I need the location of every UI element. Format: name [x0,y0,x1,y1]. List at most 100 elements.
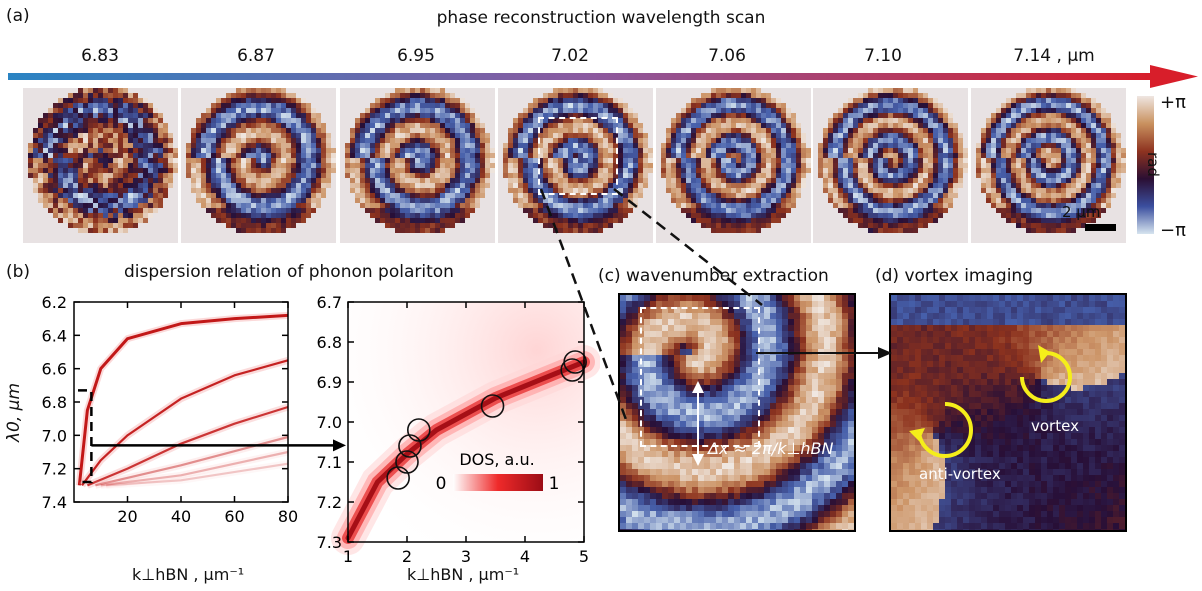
phase-pixel [878,168,883,173]
phase-pixel [928,198,933,203]
phase-pixel [1046,158,1051,163]
phase-pixel [480,148,485,153]
phase-pixel [1081,178,1086,183]
phase-pixel [1036,213,1041,218]
phase-pixel [301,138,306,143]
phase-pixel [385,133,390,138]
phase-pixel [913,228,918,233]
phase-pixel [420,143,425,148]
phase-pixel [123,143,128,148]
phase-pixel [68,158,73,163]
phase-pixel [385,98,390,103]
phase-pixel [236,133,241,138]
phase-pixel [321,123,326,128]
phase-pixel [538,168,543,173]
phase-pixel [63,203,68,208]
phase-pixel [1051,183,1056,188]
phase-pixel [766,128,771,133]
phase-pixel [686,203,691,208]
phase-pixel [863,93,868,98]
phase-pixel [68,148,73,153]
phase-pixel [603,168,608,173]
phase-pixel [746,143,751,148]
phase-pixel [888,103,893,108]
phase-pixel [231,168,236,173]
phase-pixel [888,178,893,183]
phase-pixel [133,203,138,208]
phase-pixel [465,123,470,128]
phase-pixel [276,183,281,188]
phase-pixel [613,123,618,128]
phase-pixel [241,148,246,153]
phase-pixel [1091,148,1096,153]
phase-pixel [420,98,425,103]
phase-pixel [455,108,460,113]
phase-pixel [445,118,450,123]
phase-pixel [568,88,573,93]
phase-pixel [756,218,761,223]
phase-pixel [455,218,460,223]
phase-pixel [63,123,68,128]
phase-pixel [231,193,236,198]
phase-pixel [716,93,721,98]
phase-pixel [613,118,618,123]
phase-pixel [938,183,943,188]
phase-pixel [853,123,858,128]
phase-pixel [928,178,933,183]
phase-pixel [628,193,633,198]
phase-pixel [246,178,251,183]
phase-pixel [726,93,731,98]
phase-pixel [28,173,33,178]
phase-pixel [158,188,163,193]
phase-pixel [533,198,538,203]
phase-pixel [28,143,33,148]
phase-pixel [741,228,746,233]
phase-pixel [1106,173,1111,178]
phase-pixel [513,188,518,193]
phase-pixel [898,103,903,108]
phase-pixel [1026,118,1031,123]
phase-pixel [435,133,440,138]
phase-pixel [628,118,633,123]
phase-pixel [721,103,726,108]
phase-pixel [761,178,766,183]
phase-pixel [440,208,445,213]
phase-pixel [1096,113,1101,118]
phase-pixel [73,108,78,113]
phase-pixel [711,108,716,113]
phase-pixel [953,133,958,138]
phase-pixel [538,133,543,138]
phase-pixel [666,128,671,133]
phase-pixel [143,148,148,153]
phase-pixel [796,133,801,138]
phase-pixel [475,143,480,148]
phase-pixel [923,203,928,208]
phase-pixel [480,143,485,148]
phase-pixel [123,223,128,228]
phase-pixel [986,183,991,188]
phase-pixel [578,153,583,158]
phase-pixel [296,163,301,168]
phase-pixel [206,178,211,183]
phase-pixel [913,88,918,93]
phase-pixel [365,158,370,163]
phase-pixel [741,188,746,193]
phase-pixel [435,193,440,198]
phase-pixel [828,118,833,123]
phase-pixel [405,208,410,213]
phase-pixel [1076,123,1081,128]
phase-pixel [543,198,548,203]
phase-pixel [588,168,593,173]
phase-pixel [133,218,138,223]
phase-pixel [83,128,88,133]
phase-pixel [118,198,123,203]
phase-pixel [781,123,786,128]
phase-pixel [721,163,726,168]
phase-pixel [316,123,321,128]
phase-pixel [316,113,321,118]
phase-pixel [420,128,425,133]
phase-pixel [266,143,271,148]
phase-pixel [558,93,563,98]
phase-pixel [1051,193,1056,198]
wavelength-label: 6.87 [237,46,275,66]
